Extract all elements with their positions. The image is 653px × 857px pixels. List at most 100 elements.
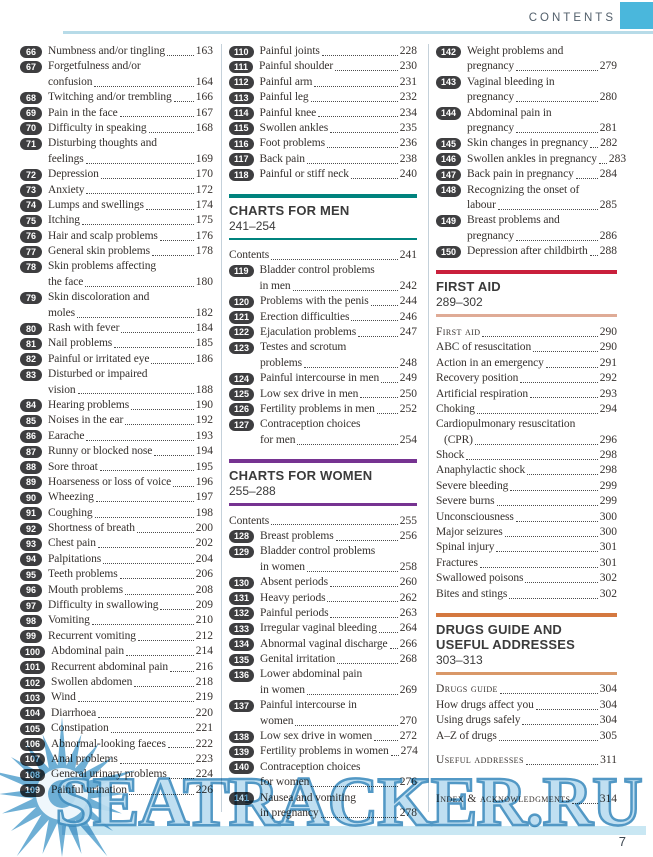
entry-title: Painful or irritated eye (48, 352, 150, 365)
dotted-leader (525, 763, 599, 765)
entry-text: Hair and scalp problems 176 (48, 229, 213, 244)
entry-text: Earache 193 (48, 429, 213, 444)
toc-entry: 145 Skin changes in pregnancy 282 (436, 136, 617, 151)
entry-page-number: 232 (399, 91, 417, 104)
entry-line: Difficulty in swallowing 209 (48, 598, 213, 613)
entry-line: Depression after childbirth 288 (467, 244, 617, 259)
entry-number-badge: 106 (20, 738, 46, 751)
toc-entry: 83 Disturbed or impaired vision 188 (20, 367, 213, 398)
toc-entry: Severe bleeding 299 (436, 479, 617, 494)
entry-page-number: 195 (195, 460, 213, 473)
entry-number-badge: 114 (229, 107, 254, 120)
toc-entry: 117 Back pain 238 (229, 152, 417, 167)
entry-text: Sore throat 195 (48, 460, 213, 475)
entry-title: Breast problems and (467, 214, 560, 227)
entry-line: for men 254 (260, 433, 417, 448)
entry-line: Anxiety 172 (48, 183, 213, 198)
entry-number-badge: 147 (436, 168, 462, 182)
entry-title: Painful intercourse in men (260, 372, 380, 385)
dotted-leader (497, 208, 598, 210)
entry-line: Painful intercourse in (260, 698, 417, 713)
entry-line: How drugs affect you 304 (436, 698, 617, 713)
entry-text: Forgetfulness and/or confusion 164 (48, 59, 213, 90)
entry-title: Swallowed poisons (436, 572, 524, 585)
entry-title: Nail problems (48, 337, 113, 350)
dotted-leader (168, 778, 194, 780)
entry-page-number: 279 (599, 60, 617, 73)
entry-page-number: 270 (399, 714, 417, 727)
dotted-leader (479, 566, 598, 568)
entry-line: Anal problems 223 (51, 752, 213, 767)
entry-text: ABC of resuscitation 290 (436, 340, 617, 355)
entry-line: A–Z of drugs 305 (436, 729, 617, 744)
entry-page-number: 304 (599, 683, 617, 696)
dotted-leader (327, 601, 398, 603)
entry-text: Back pain 238 (260, 152, 417, 167)
entry-title: General urinary problems (51, 768, 167, 781)
toc-entry: 147 Back pain in pregnancy 284 (436, 167, 617, 182)
entry-title: Twitching and/or trembling (48, 91, 172, 104)
entry-page-number: 206 (195, 568, 213, 581)
entry-text: Anal problems 223 (51, 752, 213, 767)
entry-number-badge: 80 (20, 322, 42, 336)
entry-line: Swollen ankles in pregnancy 283 (467, 152, 626, 167)
toc-entry: Recovery position 292 (436, 371, 617, 386)
entry-text: Runny or blocked nose 194 (48, 444, 213, 459)
dotted-leader (110, 732, 194, 734)
entry-text: Abnormal-looking faeces 222 (51, 737, 213, 752)
entry-title: Chest pain (48, 537, 96, 550)
entry-line: Recovery position 292 (436, 371, 617, 386)
entry-number-badge: 143 (436, 76, 462, 89)
entry-title: Itching (48, 214, 80, 227)
entry-page-number: 304 (599, 698, 617, 711)
entry-title: Abnormal-looking faeces (51, 737, 166, 750)
section-title: CHARTS FOR MEN (229, 202, 350, 218)
entry-line: in men 242 (260, 279, 417, 294)
entry-line: Hair and scalp problems 176 (48, 229, 213, 244)
toc-entry: Contents 255 (229, 514, 417, 529)
toc-entry: Severe burns 299 (436, 494, 617, 509)
entry-title: Swollen ankles in pregnancy (467, 152, 597, 165)
dotted-leader (329, 586, 398, 588)
entry-page-number: 311 (600, 754, 617, 767)
toc-entry: 126 Fertility problems in men 252 (229, 402, 417, 417)
entry-number-badge: 98 (20, 614, 42, 628)
entry-number-badge: 110 (229, 45, 254, 58)
dotted-leader (99, 470, 194, 472)
toc-entry: 135 Genital irritation 268 (229, 652, 417, 667)
entry-page-number: 238 (399, 152, 417, 165)
entry-page-number: 252 (399, 402, 417, 415)
dotted-leader (76, 316, 194, 318)
entry-line: Spinal injury 301 (436, 540, 617, 555)
entry-text: Drugs guide 304 (436, 683, 617, 698)
entry-number-badge: 90 (20, 491, 42, 505)
entry-number-badge: 132 (229, 607, 255, 620)
toc-entry: 124 Painful intercourse in men 249 (229, 371, 417, 386)
entry-title: Vomiting (48, 614, 90, 627)
entry-title: Unconsciousness (436, 510, 514, 523)
toc-entry: 125 Low sex drive in men 250 (229, 387, 417, 402)
entry-page-number: 209 (195, 599, 213, 612)
entry-line: Unconsciousness 300 (436, 510, 617, 525)
entry-text: Mouth problems 208 (48, 583, 213, 598)
entry-page-number: 300 (599, 526, 617, 539)
entry-number-badge: 91 (20, 507, 42, 520)
section-rule (436, 314, 617, 317)
toc-entry: 68 Twitching and/or trembling 166 (20, 90, 213, 105)
entry-number-badge: 96 (20, 584, 42, 597)
entry-line: Severe burns 299 (436, 494, 617, 509)
entry-number-badge: 137 (229, 699, 255, 713)
entry-title: Disturbed or impaired (48, 368, 148, 381)
entry-text: Erection difficulties 246 (260, 310, 417, 325)
entry-line: Fertility problems in women 274 (260, 744, 418, 759)
entry-text: Constipation 221 (51, 721, 213, 736)
entry-number-badge: 74 (20, 199, 42, 212)
toc-entry: 78 Skin problems affecting the face 180 (20, 259, 213, 290)
entry-line: General urinary problems 224 (51, 767, 213, 782)
entry-text: A–Z of drugs 305 (436, 729, 617, 744)
dotted-leader (145, 208, 194, 210)
toc-entry: 96 Mouth problems 208 (20, 583, 213, 598)
entry-line: Painful arm 231 (260, 75, 417, 90)
entry-line: Chest pain 202 (48, 537, 213, 552)
dotted-leader (314, 85, 398, 87)
